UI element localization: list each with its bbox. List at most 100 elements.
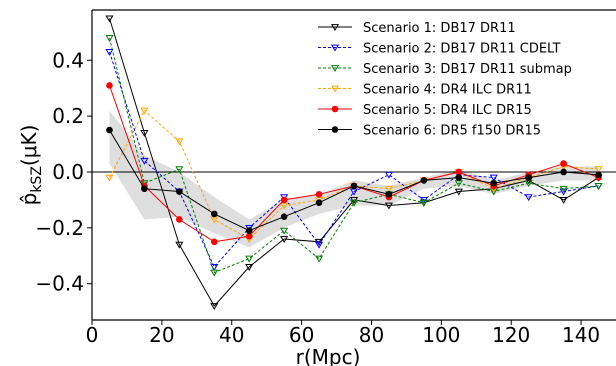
series-3-point (559, 185, 568, 193)
series-6-point (141, 185, 148, 193)
y-tick-label: −0.2 (35, 216, 84, 240)
legend-swatch-marker (330, 44, 340, 52)
series-3-point (419, 199, 428, 207)
legend-swatch-marker (330, 85, 340, 93)
legend-swatch-marker (330, 24, 340, 32)
legend: Scenario 1: DB17 DR11 Scenario 2: DB17 DR… (318, 21, 572, 139)
series-1-point (280, 236, 289, 244)
series-6-point (385, 191, 393, 198)
series-3-point (175, 166, 184, 174)
series-5-point (176, 216, 183, 223)
x-tick-label: 120 (492, 323, 530, 347)
series-5-point (560, 160, 567, 167)
series-2-point (384, 171, 394, 179)
x-tick-label: 40 (219, 323, 244, 347)
series-4-point (594, 166, 603, 174)
series-3-point (280, 227, 289, 235)
legend-entry-2: Scenario 2: DB17 DR11 CDELT (318, 42, 561, 57)
series-6-point (280, 213, 288, 220)
series-6-point (455, 174, 463, 181)
series-6-point (315, 199, 323, 207)
y-ticks: 0.4 0.2 0.0 −0.2 −0.4 (35, 48, 92, 296)
series-4-point (175, 138, 184, 146)
legend-label: Scenario 1: DB17 DR11 (363, 21, 516, 36)
series-5-point (315, 191, 323, 198)
series-6-point (420, 177, 428, 184)
series-6-point (176, 188, 183, 195)
series-6-point (595, 171, 602, 179)
axes (91, 9, 616, 321)
legend-swatch-marker (331, 105, 339, 113)
series-4-point (105, 174, 114, 182)
series-3-point (314, 255, 324, 263)
series-6-point (245, 227, 253, 234)
series-6-point (525, 174, 532, 181)
series-6-point (560, 168, 567, 176)
series-5-point (210, 238, 218, 246)
series-5-point (455, 168, 463, 176)
legend-label: Scenario 5: DR4 ILC DR15 (363, 103, 532, 118)
x-axis-label: r(Mpc) (296, 345, 361, 366)
series-2-point (314, 241, 324, 249)
series-3-point (245, 255, 254, 263)
series-1-point (559, 197, 568, 204)
y-tick-label: 0.4 (52, 48, 84, 72)
series-2-point (140, 157, 149, 165)
series-1-point (105, 15, 114, 23)
series-6-point (210, 210, 218, 218)
y-tick-label: 0.0 (52, 160, 84, 184)
x-tick-label: 0 (86, 323, 99, 347)
legend-entry-5: Scenario 5: DR4 ILC DR15 (318, 103, 532, 118)
legend-label: Scenario 6: DR5 f150 DR15 (363, 124, 541, 139)
series-5-point (280, 196, 288, 204)
series-6-point (350, 182, 358, 190)
series-1-point (175, 241, 184, 249)
legend-entry-3: Scenario 3: DB17 DR11 submap (318, 62, 572, 77)
legend-label: Scenario 4: DR4 ILC DR11 (363, 83, 532, 98)
legend-swatch-marker (330, 65, 340, 73)
series-6-point (106, 126, 113, 134)
legend-entry-1: Scenario 1: DB17 DR11 (318, 21, 516, 36)
series-layer (105, 15, 603, 311)
series-5-point (106, 82, 113, 89)
x-tick-label: 60 (289, 323, 314, 347)
uncertainty-band (109, 110, 599, 248)
series-4-line (109, 109, 599, 240)
legend-label: Scenario 3: DB17 DR11 submap (363, 62, 572, 77)
legend-swatch-marker (331, 126, 339, 133)
y-axis-label-main: p̂ (17, 193, 41, 206)
series-1-point (384, 202, 394, 210)
series-4-point (384, 185, 394, 193)
series-6-point (490, 179, 498, 187)
x-ticks: 0 20 40 60 80 100 120 140 (86, 320, 600, 347)
x-tick-label: 20 (149, 323, 174, 347)
y-axis-label: p̂kSZ(μK) (17, 125, 45, 206)
series-6 (106, 126, 602, 234)
series-3-point (349, 199, 359, 207)
series-5-point (245, 232, 253, 240)
x-tick-label: 140 (562, 323, 600, 347)
legend-entry-6: Scenario 6: DR5 f150 DR15 (318, 124, 541, 139)
series-1-point (210, 303, 219, 311)
series-2-point (489, 174, 498, 182)
x-tick-label: 80 (359, 323, 384, 347)
y-tick-label: −0.4 (35, 272, 84, 296)
series-4-point (140, 107, 149, 115)
series-1-point (454, 188, 463, 196)
series-2-point (105, 48, 114, 56)
y-axis-label-sub: kSZ (29, 166, 45, 193)
series-3-point (594, 183, 603, 190)
series-2-point (524, 194, 533, 202)
band-area (109, 110, 599, 248)
x-tick-label: 100 (422, 323, 460, 347)
legend-label: Scenario 2: DB17 DR11 CDELT (363, 42, 561, 57)
series-1-point (140, 129, 149, 137)
series-3-point (210, 269, 219, 277)
series-2-point (559, 188, 568, 196)
series-3-line (109, 37, 599, 274)
series-2-line (109, 51, 599, 268)
series-1-point (245, 264, 254, 271)
y-tick-label: 0.2 (52, 104, 84, 128)
series-3-point (105, 35, 114, 42)
